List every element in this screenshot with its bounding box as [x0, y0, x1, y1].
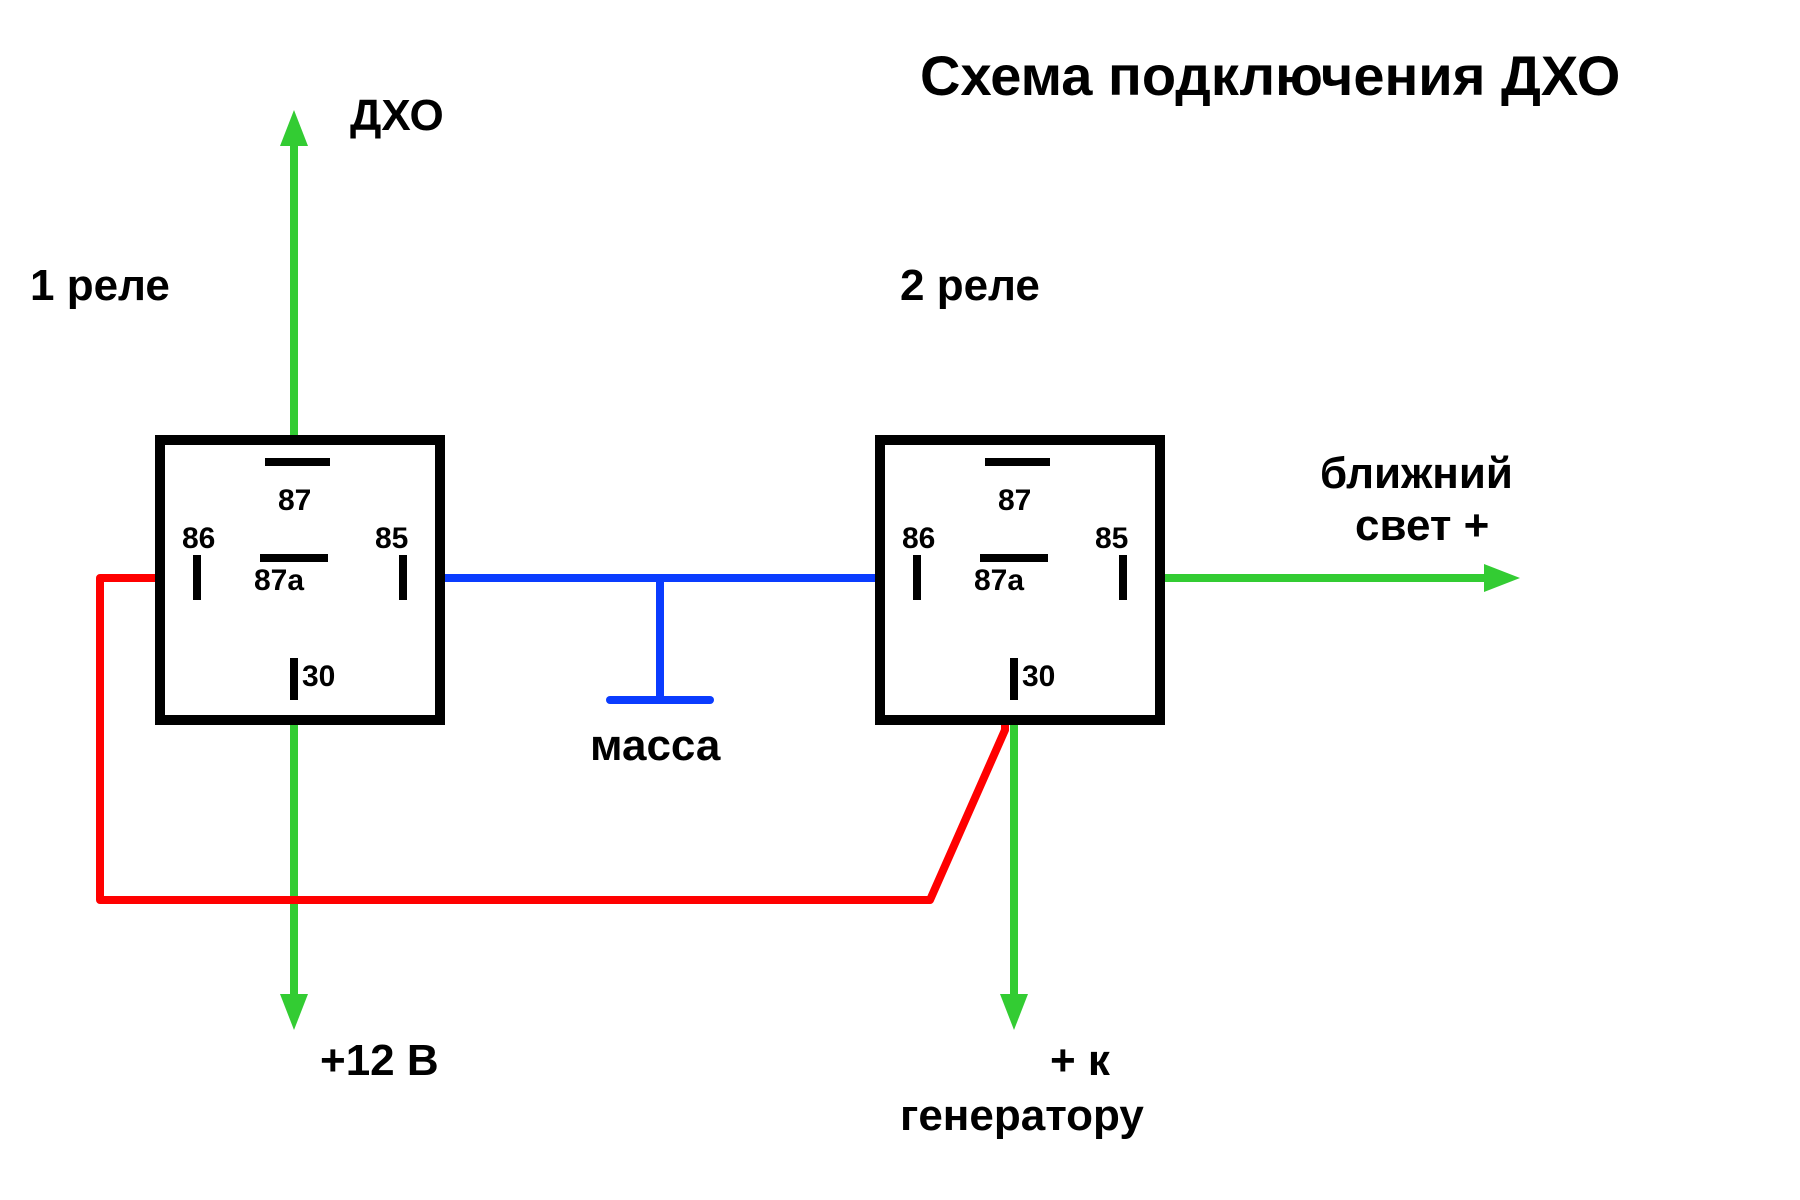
wire-label: +12 В	[320, 1036, 439, 1085]
relay2-label: 2 реле	[900, 261, 1040, 310]
relay1-pin-p87: 87	[265, 462, 330, 517]
relay2-pin-p30-label: 30	[1022, 660, 1055, 693]
relay2-pin-p85-label: 85	[1095, 522, 1128, 555]
relay2-pin-p86: 86	[902, 522, 935, 600]
relay1-pin-p87-label: 87	[278, 484, 311, 517]
relay1-pin-p87a: 87а	[254, 558, 328, 597]
relay2-pin-p30: 30	[1014, 658, 1055, 700]
wire-to_generator_down: + к генератору	[900, 720, 1144, 1140]
relay1-label: 1 реле	[30, 261, 170, 310]
wire-label: генератору	[900, 1091, 1144, 1140]
wire-ground_drop: масса	[590, 578, 721, 770]
wire-lowbeam_right: ближнийсвет +	[1160, 449, 1520, 592]
relay2-pin-p87: 87	[985, 462, 1050, 517]
wire-label: свет +	[1355, 501, 1489, 550]
relays: 1 реле 87 87а 86 85 30 2 реле 87 87а 86 85 30	[30, 261, 1160, 720]
relay2: 2 реле 87 87а 86 85 30	[880, 261, 1160, 720]
relay2-pin-p87a: 87а	[974, 558, 1048, 597]
relay1-pin-p87a-label: 87а	[254, 564, 304, 597]
relay1: 1 реле 87 87а 86 85 30	[30, 261, 440, 720]
wire-dho_up: ДХО	[280, 91, 444, 440]
wire-label: ближний	[1320, 449, 1513, 498]
relay1-pin-p85: 85	[375, 522, 408, 600]
wire-label: + к	[1050, 1036, 1111, 1085]
diagram-title: Схема подключения ДХО	[920, 44, 1620, 107]
relay2-pin-p87a-label: 87а	[974, 564, 1024, 597]
wire-label: ДХО	[350, 91, 444, 140]
relay2-pin-p86-label: 86	[902, 522, 935, 555]
wires: ДХО +12 В ближнийсвет + + к генератору масса	[100, 91, 1520, 1140]
relay2-pin-p85: 85	[1095, 522, 1128, 600]
relay1-pin-p30: 30	[294, 658, 335, 700]
relay2-pin-p87-label: 87	[998, 484, 1031, 517]
wire-red_link	[100, 578, 1005, 900]
relay1-pin-p85-label: 85	[375, 522, 408, 555]
relay1-pin-p86: 86	[182, 522, 215, 600]
wire-label: масса	[590, 721, 721, 770]
relay1-pin-p30-label: 30	[302, 660, 335, 693]
relay1-pin-p86-label: 86	[182, 522, 215, 555]
